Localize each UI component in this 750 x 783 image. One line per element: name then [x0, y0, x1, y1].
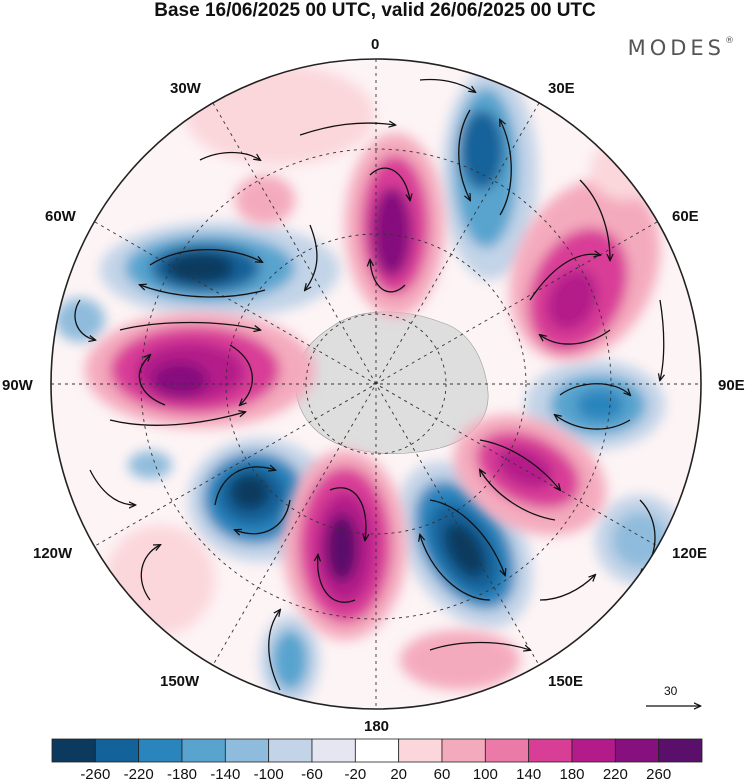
lon-label-0: 0 [371, 36, 380, 53]
colorbar-swatch [224, 738, 270, 763]
map-frame [50, 58, 702, 710]
colorbar-tick-label: 60 [433, 766, 451, 783]
lon-label-60w: 60W [45, 208, 76, 225]
colorbar-tick-label: 140 [516, 766, 542, 783]
map-title: Base 16/06/2025 00 UTC, valid 26/06/2025… [154, 0, 596, 21]
modes-logo: MODES® [627, 36, 734, 60]
colorbar-swatch [441, 738, 486, 763]
colorbar-tick-label: -140 [210, 766, 241, 783]
colorbar-swatch [614, 738, 660, 763]
colorbar-swatch [268, 738, 313, 763]
colorbar-tick-label: -100 [253, 766, 284, 783]
wind-vectors [74, 78, 664, 691]
lon-label-60e: 60E [672, 208, 699, 225]
colorbar-swatch [484, 738, 530, 763]
lon-label-120w: 120W [33, 545, 73, 562]
colorbar-tick-label: -60 [301, 766, 323, 783]
colorbar-tick-label: -20 [344, 766, 367, 783]
lon-label-150w: 150W [160, 673, 200, 690]
colorbar-swatch [528, 738, 573, 763]
reference-vector-label: 30 [664, 684, 678, 698]
colorbar-tick-label: -220 [123, 766, 154, 783]
lon-label-90w: 90W [2, 377, 33, 394]
colorbar-swatch [94, 738, 140, 763]
lon-label-30w: 30W [170, 80, 201, 97]
lon-label-150e: 150E [548, 673, 584, 690]
colorbar-swatch [311, 738, 356, 763]
colorbar-tick-label: 20 [390, 766, 407, 783]
colorbar-swatch [571, 738, 616, 763]
lon-label-90e: 90E [718, 377, 745, 394]
lon-label-180: 180 [364, 718, 390, 735]
colorbar-tick-label: -260 [80, 766, 111, 783]
colorbar-swatch [658, 738, 703, 763]
colorbar-tick-label: 220 [602, 766, 628, 783]
colorbar-tick-label: 100 [472, 766, 498, 783]
colorbar-swatch [398, 738, 443, 763]
lon-label-120e: 120E [672, 545, 708, 562]
colorbar-tick-label: 260 [646, 766, 672, 783]
colorbar-swatch [138, 738, 183, 763]
colorbar-swatch [181, 738, 226, 763]
lon-label-30e: 30E [548, 80, 575, 97]
colorbar-swatch [51, 738, 96, 763]
colorbar-tick-label: 180 [559, 766, 585, 783]
colorbar [51, 738, 703, 763]
colorbar-swatch [354, 738, 400, 763]
colorbar-tick-label: -180 [166, 766, 198, 783]
